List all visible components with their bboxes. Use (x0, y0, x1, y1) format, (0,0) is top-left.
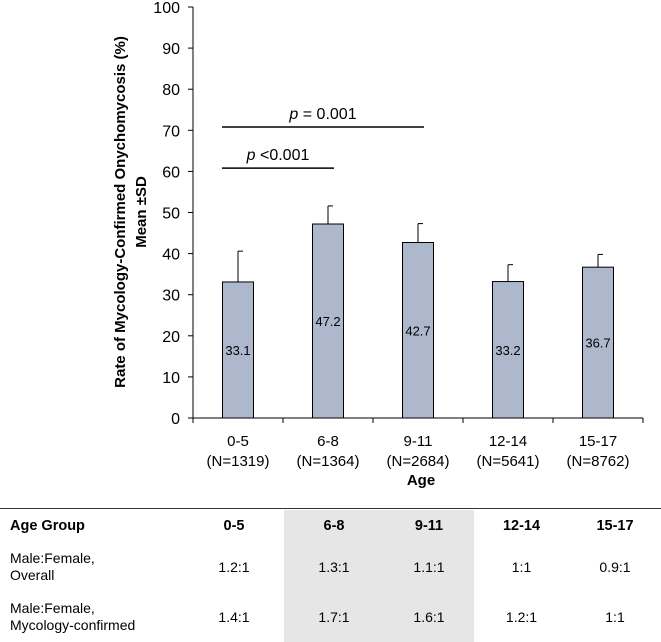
data-label: 36.7 (585, 336, 610, 351)
bar-15-17 (582, 266, 614, 419)
y-tick-label: 20 (162, 329, 180, 346)
table-cell: 0.9:1 (599, 558, 631, 575)
data-label: 33.1 (225, 343, 250, 358)
table-header-cell: 12-14 (502, 517, 541, 534)
table-cell: 1.4:1 (218, 608, 250, 625)
x-tick-label: 0-5 (227, 433, 249, 450)
row-label-line: Male:Female, (10, 600, 95, 616)
table-header-cell: 15-17 (596, 517, 634, 534)
y-tick-label: 80 (162, 82, 180, 99)
table-cell: 1.6:1 (384, 592, 474, 642)
x-tick-sample-size: (N=8762) (567, 453, 630, 470)
y-axis-title-line-2: Mean ±SD (133, 176, 150, 248)
x-tick-label: 6-8 (317, 433, 339, 450)
x-axis-labels: 0-5 (N=1319) 6-8 (N=1364) 9-11 (N=2684) 12-14 (… (207, 433, 630, 470)
row-label: Male:Female, Overall (0, 542, 184, 592)
table-cell: 1:1 (511, 558, 532, 575)
y-tick-label: 100 (153, 0, 180, 17)
y-tick-label: 60 (162, 164, 180, 181)
x-axis-title: Age (407, 472, 435, 489)
data-label: 33.2 (495, 343, 520, 358)
y-tick-label: 10 (162, 370, 180, 387)
y-axis-title-line-1: Rate of Mycology-Confirmed Onychomycosis… (112, 36, 129, 388)
table-cell: 1:1 (605, 608, 625, 625)
y-axis-title: Rate of Mycology-Confirmed Onychomycosis… (112, 36, 150, 388)
bar-chart: Rate of Mycology-Confirmed Onychomycosis… (112, 0, 644, 489)
table-header-row: Age Group 0-5 6-8 9-11 12-14 15-17 (0, 510, 661, 542)
y-axis-ticks: 0 10 20 30 40 50 60 70 80 90 100 (153, 0, 644, 428)
significance-annotations: p = 0.001 p <0.001 (222, 106, 424, 169)
table-header-cell: Age Group (10, 517, 85, 534)
x-tick-sample-size: (N=1319) (207, 453, 270, 470)
row-label-line: Overall (10, 567, 55, 583)
row-label-line: Male:Female, (10, 550, 95, 566)
x-tick-label: 9-11 (404, 433, 433, 450)
x-tick-sample-size: (N=2684) (387, 453, 450, 470)
y-tick-label: 90 (162, 41, 180, 58)
y-tick-label: 70 (162, 123, 180, 140)
table-header-cell: 9-11 (384, 510, 474, 542)
p-value-label: p = 0.001 (288, 106, 356, 123)
table-cell: 1.7:1 (284, 592, 384, 642)
table-cell: 1.2:1 (218, 558, 250, 575)
y-tick-label: 0 (171, 411, 180, 428)
x-tick-sample-size: (N=5641) (477, 453, 540, 470)
table-top-rule (0, 508, 661, 509)
y-tick-label: 40 (162, 247, 180, 264)
table-cell: 1.2:1 (505, 608, 538, 625)
table-row: Male:Female, Mycology-confirmed 1.4:1 1.7… (0, 592, 661, 642)
bar-12-14 (492, 281, 524, 419)
table-header-cell: 0-5 (223, 517, 245, 534)
y-tick-label: 30 (162, 288, 180, 305)
table-cell: 1.3:1 (284, 542, 384, 592)
p-value-label: p <0.001 (246, 147, 310, 164)
bar-9-11 (402, 242, 434, 419)
bar-6-8 (312, 223, 344, 419)
bar-0-5 (222, 281, 254, 419)
data-label: 42.7 (405, 323, 430, 338)
bar-series: 33.1 47.2 42.7 33.2 36.7 (222, 205, 614, 419)
x-tick-label: 15-17 (579, 433, 617, 450)
table-header-cell: 6-8 (284, 510, 384, 542)
x-tick-label: 12-14 (489, 433, 527, 450)
x-tick-sample-size: (N=1364) (297, 453, 360, 470)
y-tick-label: 50 (162, 206, 180, 223)
data-label: 47.2 (315, 314, 340, 329)
table-cell: 1.1:1 (384, 542, 474, 592)
row-label-line: Mycology-confirmed (10, 617, 136, 633)
table-row: Male:Female, Overall 1.2:1 1.3:1 1.1:1 1:… (0, 542, 661, 592)
row-label: Male:Female, Mycology-confirmed (0, 592, 184, 642)
